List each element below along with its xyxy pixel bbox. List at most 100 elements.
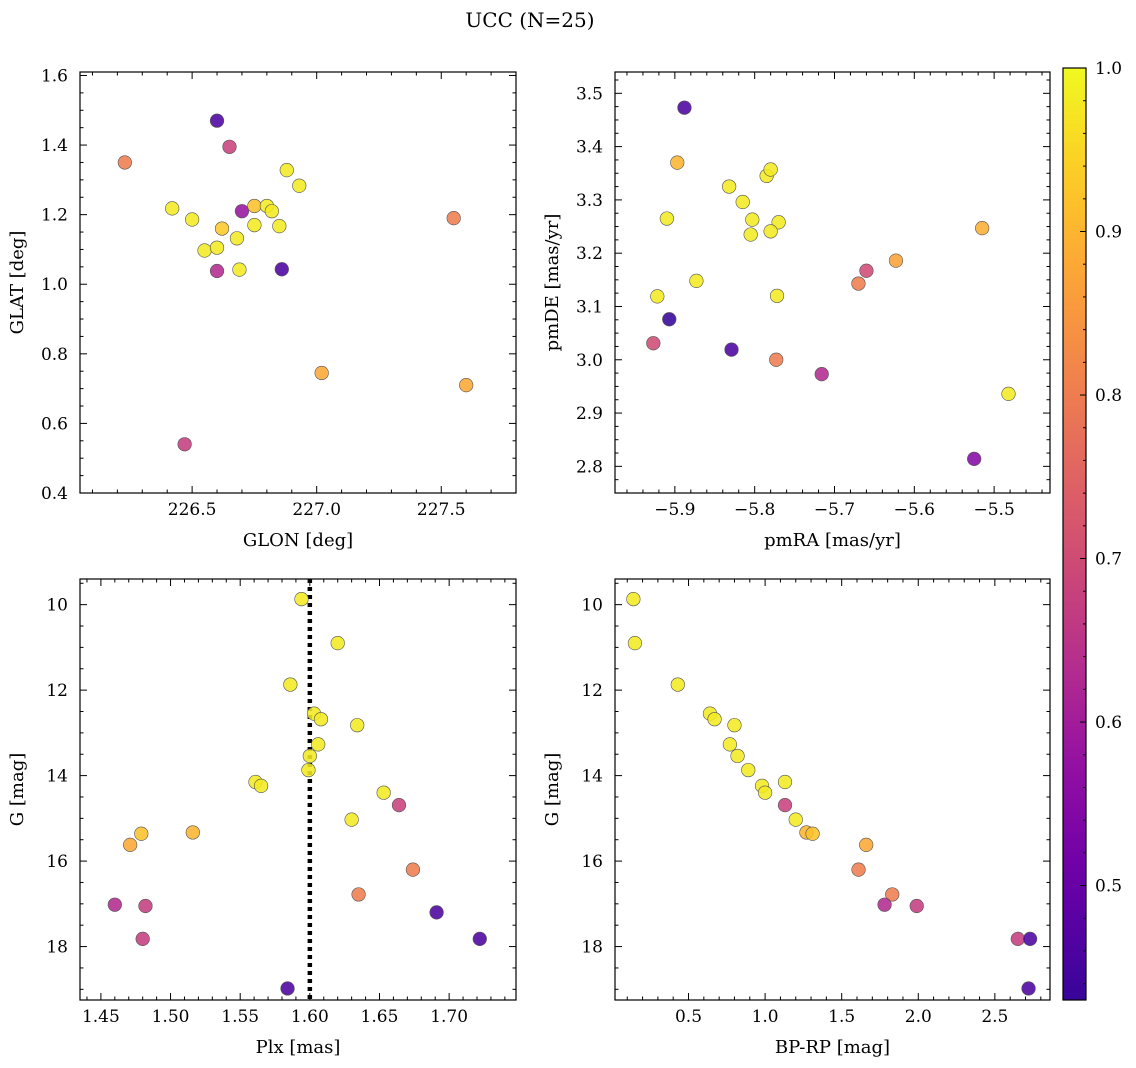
y-tick-label: 2.8	[576, 457, 603, 477]
data-point	[232, 262, 247, 277]
data-point	[1022, 931, 1038, 946]
colorbar: 0.5 0.6 0.7 0.8 0.9 1.0	[1062, 59, 1122, 1001]
data-point	[429, 905, 444, 920]
data-point	[626, 591, 641, 607]
y-tick-label: 3.5	[576, 84, 603, 104]
data-point	[391, 798, 407, 813]
data-point	[107, 897, 122, 912]
colorbar-tick-label: 0.9	[1095, 223, 1122, 243]
data-point	[283, 677, 298, 692]
data-point	[689, 273, 704, 289]
y-tick-label: 10	[581, 596, 603, 616]
data-point	[745, 212, 760, 227]
y-tick-label: 1.0	[41, 275, 68, 295]
data-point	[888, 253, 904, 268]
data-point	[214, 221, 230, 236]
y-tick-label: 3.3	[576, 191, 603, 211]
y-tick-label: 12	[46, 681, 68, 701]
data-point	[859, 263, 874, 278]
data-point	[177, 437, 192, 452]
data-point	[301, 762, 316, 778]
y-axis-label: GLAT [deg]	[7, 231, 28, 335]
y-tick-label: 2.9	[576, 404, 603, 424]
data-point	[758, 785, 773, 800]
y-tick-label: 12	[581, 681, 603, 701]
y-tick-label: 0.8	[41, 345, 68, 365]
data-point	[722, 179, 737, 194]
x-tick-label: 227.5	[417, 500, 466, 520]
data-point	[311, 737, 326, 752]
data-point	[344, 812, 359, 827]
data-point	[771, 215, 786, 230]
y-tick-label: 3.0	[576, 351, 603, 371]
data-point	[350, 718, 365, 733]
colorbar-gradient	[1062, 67, 1087, 1001]
y-axis-label: G [mag]	[7, 753, 28, 826]
data-point	[302, 748, 317, 764]
data-point	[814, 367, 829, 382]
panels: 226.5 227.0 227.5 0.4 0.6 0.8 1.0 1.2 1.4 1.6 GLON…	[7, 66, 1051, 1058]
data-point	[650, 289, 665, 304]
data-point	[234, 204, 250, 219]
data-point	[222, 139, 237, 154]
data-point	[769, 352, 784, 367]
data-point	[646, 336, 661, 351]
x-tick-label: 1.45	[82, 1007, 120, 1027]
data-point	[229, 231, 245, 246]
data-point	[279, 163, 294, 178]
data-point	[677, 100, 692, 115]
data-point	[185, 825, 200, 840]
x-tick-label: 1.55	[221, 1007, 259, 1027]
x-tick-label: 1.70	[430, 1007, 468, 1027]
data-point	[247, 198, 262, 214]
x-tick-label: 226.5	[168, 500, 217, 520]
data-point	[313, 712, 329, 727]
data-point	[405, 862, 421, 877]
data-point	[777, 774, 793, 790]
data-point	[1001, 386, 1016, 401]
x-tick-label: 1.50	[152, 1007, 190, 1027]
scatter-panel-4: 0.5 1.0 1.5 2.0 2.5 10 12 14 16 18 BP-RP [mag] G [m…	[542, 578, 1051, 1058]
data-point	[330, 636, 345, 651]
data-point	[351, 887, 366, 902]
data-point	[724, 342, 739, 357]
data-point	[197, 243, 212, 258]
x-axis-label: pmRA [mas/yr]	[764, 530, 901, 551]
data-point	[123, 837, 138, 852]
data-point	[209, 240, 225, 255]
data-point	[805, 826, 820, 841]
x-tick-label: −5.6	[894, 500, 935, 520]
y-axis-label: pmDE [mas/yr]	[542, 214, 563, 352]
plot-frame	[79, 578, 517, 1001]
data-point	[292, 178, 307, 193]
data-point	[763, 224, 778, 239]
data-point	[707, 712, 722, 727]
x-axis-label: BP-RP [mag]	[775, 1037, 890, 1058]
colorbar-tick-label: 0.5	[1095, 877, 1122, 897]
scatter-panel-3: 1.45 1.50 1.55 1.60 1.65 1.70 10 12 14 16 18 Plx [m…	[7, 578, 517, 1058]
data-point	[967, 451, 982, 466]
y-tick-label: 14	[46, 767, 68, 787]
data-point	[165, 201, 180, 216]
data-point	[743, 227, 758, 242]
x-tick-label: −5.7	[814, 500, 855, 520]
plot-frame	[614, 578, 1051, 1001]
data-point	[280, 981, 295, 996]
data-point	[459, 378, 474, 393]
data-point	[134, 826, 149, 841]
y-tick-label: 14	[581, 767, 603, 787]
data-point	[274, 262, 289, 277]
data-point	[627, 636, 643, 651]
x-tick-label: 1.60	[291, 1007, 329, 1027]
y-axis-label: G [mag]	[542, 753, 563, 826]
y-tick-label: 0.6	[41, 414, 68, 434]
x-tick-label: 1.5	[828, 1007, 855, 1027]
data-point	[1010, 931, 1025, 946]
x-tick-label: 0.5	[675, 1007, 702, 1027]
data-point	[722, 737, 737, 752]
data-point	[859, 837, 874, 852]
data-point	[670, 155, 685, 170]
x-tick-label: 2.0	[905, 1007, 932, 1027]
data-point	[294, 591, 309, 607]
